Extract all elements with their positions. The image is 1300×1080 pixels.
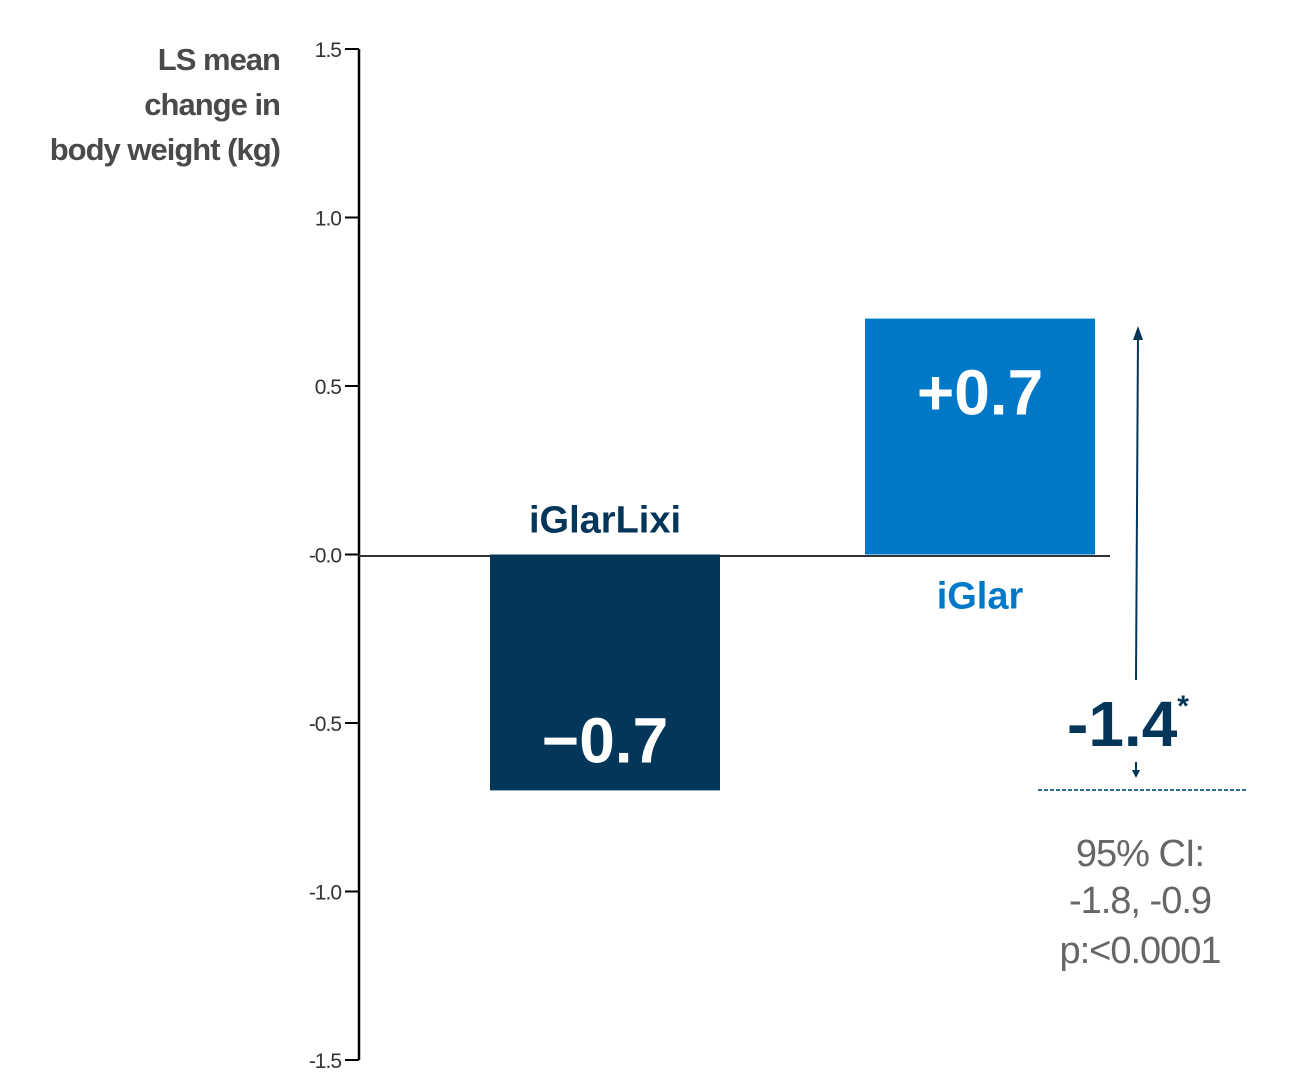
difference-marker: * bbox=[1177, 690, 1189, 723]
y-tick-label: 0.5 bbox=[315, 376, 342, 399]
bar-value-label: +0.7 bbox=[917, 357, 1043, 429]
difference-annotation: -1.4* 95% CI: -1.8, -0.9 p:<0.0001 bbox=[1038, 326, 1246, 972]
bar-iglarlixi bbox=[490, 554, 720, 791]
difference-arrow-line bbox=[1135, 335, 1139, 681]
difference-value: -1.4 bbox=[1067, 688, 1178, 760]
category-label: iGlarLixi bbox=[529, 500, 681, 542]
bar-iglar bbox=[865, 318, 1095, 555]
difference-lower-arrow-head bbox=[1132, 770, 1140, 778]
y-axis-title-line-2: change in bbox=[144, 87, 280, 122]
category-label: iGlar bbox=[937, 576, 1024, 618]
y-tick-label: 1.0 bbox=[315, 208, 342, 231]
ci-line-3: p:<0.0001 bbox=[1059, 930, 1220, 972]
category-labels: iGlarLixi iGlar bbox=[529, 500, 1024, 618]
y-tick-label: 1.5 bbox=[315, 39, 342, 62]
y-tick-label: -1.5 bbox=[309, 1050, 342, 1073]
y-tick-label: -0.5 bbox=[309, 713, 342, 736]
y-axis-title-line-1: LS mean bbox=[158, 42, 280, 77]
ci-line-2: -1.8, -0.9 bbox=[1069, 880, 1211, 922]
y-tick-label: -0.0 bbox=[309, 545, 342, 568]
y-axis-ticks: 1.5 1.0 0.5 -0.0 -0.5 -1.0 -1.5 bbox=[309, 39, 359, 1073]
bar-series bbox=[490, 318, 1095, 791]
difference-arrow-head bbox=[1133, 326, 1143, 340]
y-tick-label: -1.0 bbox=[309, 882, 342, 905]
bar-value-labels: −0.7 +0.7 bbox=[542, 357, 1043, 777]
y-axis-title-line-3: body weight (kg) bbox=[50, 132, 280, 167]
ci-line-1: 95% CI: bbox=[1076, 833, 1204, 875]
bar-value-label: −0.7 bbox=[542, 704, 668, 776]
difference-value-label: -1.4* bbox=[1067, 688, 1189, 760]
